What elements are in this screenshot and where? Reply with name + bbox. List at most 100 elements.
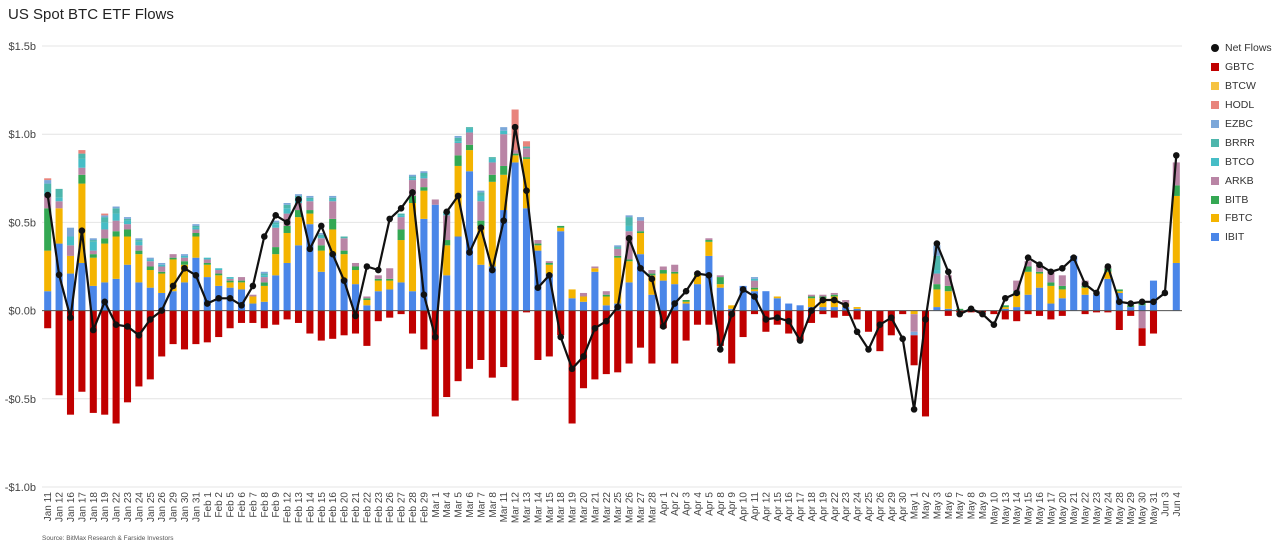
bar-segment-ibit [135,282,143,311]
net-flows-point [386,215,394,223]
bar-segment-ezbc [614,245,622,248]
bar-segment-gbtc [1149,310,1158,334]
bar-segment-bitb [123,229,132,237]
bar-segment-brrr [408,176,417,179]
x-tick-label: Jan 12 [55,492,66,522]
x-tick-label: Apr 16 [784,492,795,522]
bar-segment-brrr [454,137,462,142]
bar-segment-ibit [785,303,793,311]
legend-color-swatch [1211,176,1219,185]
bar-segment-fbtc [750,289,759,292]
net-flows-point [1093,289,1100,297]
bar-segment-fbtc [1081,287,1089,295]
bar-segment-bitb [351,266,360,271]
net-flows-point [557,333,564,341]
bar-segment-arkb [294,202,303,211]
x-tick-label: Feb 8 [260,492,271,518]
x-tick-label: Feb 7 [248,492,259,518]
bar-segment-brrr [306,197,314,200]
bar-segment-hodl [78,150,86,154]
bar-segment-arkb [819,294,827,297]
x-tick-label: Feb 28 [408,492,419,524]
bar-segment-bitb [283,225,291,233]
bar-segment-ibit [306,224,314,311]
bar-segment-ibit [1172,262,1180,311]
bar-segment-gbtc [1138,328,1146,346]
legend-label: FBTC [1225,212,1253,225]
net-flows-point [546,272,553,279]
bar-segment-ibit [1013,307,1021,311]
bar-segment-fbtc [693,275,702,285]
bar-segment-fbtc [386,280,394,290]
bar-segment-fbtc [933,289,941,308]
net-flows-point [192,272,200,279]
bar-segment-ezbc [135,238,143,241]
net-flows-point [568,365,576,373]
bar-segment-bitb [443,240,451,246]
bar-segment-bitb [454,155,462,166]
x-tick-label: May 17 [1046,492,1057,525]
x-tick-label: May 21 [1069,492,1080,525]
net-flows-point [717,346,724,353]
bar-segment-arkb [351,262,360,267]
bar-segment-bitb [1035,271,1044,274]
bar-segment-arkb [910,314,918,332]
x-tick-label: May 13 [1001,492,1012,525]
net-flows-point [204,300,211,307]
x-tick-label: May 31 [1149,492,1160,525]
bar-segment-fbtc [773,296,781,299]
bar-segment-gbtc [853,310,861,320]
bar-segment-ibit [1127,307,1135,311]
bar-segment-ibit [397,282,405,311]
x-tick-label: May 6 [944,492,955,520]
bar-segment-arkb [477,201,485,221]
bar-segment-gbtc [614,310,622,373]
x-tick-label: Apr 12 [761,492,772,522]
net-flows-point [625,234,633,242]
bar-segment-bitb [1172,185,1180,196]
net-flows-point [340,277,348,284]
net-flows-point [158,307,165,314]
bar-segment-brrr [44,183,52,193]
bar-segment-btco [500,130,508,135]
net-flows-point [283,219,291,226]
bar-segment-ibit [386,289,394,311]
bar-segment-ibit [294,245,303,311]
x-tick-label: May 9 [978,492,989,520]
bar-segment-arkb [511,150,519,154]
x-tick-label: Feb 1 [203,492,214,518]
bar-segment-ezbc [44,180,52,184]
bar-segment-ibit [602,305,610,311]
bar-segment-arkb [716,275,724,278]
bar-segment-gbtc [1104,310,1112,313]
x-tick-label: May 1 [910,492,921,520]
bar-segment-bitb [511,153,519,156]
bar-segment-fbtc [579,296,588,302]
bar-segment-ibit [671,284,679,311]
bar-segment-arkb [408,180,417,196]
bar-segment-bitb [488,174,496,182]
net-flows-point [409,189,416,196]
bar-segment-ibit [249,303,257,311]
bar-segment-bitb [682,300,690,302]
bar-segment-arkb [500,134,508,166]
net-flows-point [363,263,371,270]
legend-item-bitb: BITB [1211,190,1272,209]
bar-segment-ibit [363,305,371,311]
x-tick-label: Apr 1 [659,492,670,516]
bar-segment-ezbc [146,257,154,260]
bar-segment-ibit [500,210,508,311]
bar-segment-arkb [306,201,314,211]
bar-segment-gbtc [443,310,451,398]
bar-segment-brrr [135,240,143,242]
legend-item-btco: BTCO [1211,152,1272,171]
bar-segment-arkb [78,167,86,175]
net-flows-point [853,328,861,336]
x-tick-label: Apr 17 [796,492,807,522]
bar-segment-gbtc [671,310,679,364]
bar-segment-btco [158,264,166,267]
x-tick-label: Jan 22 [112,492,123,522]
bar-segment-arkb [1024,261,1032,267]
bar-segment-btco [260,275,268,278]
net-flows-point [272,212,280,219]
